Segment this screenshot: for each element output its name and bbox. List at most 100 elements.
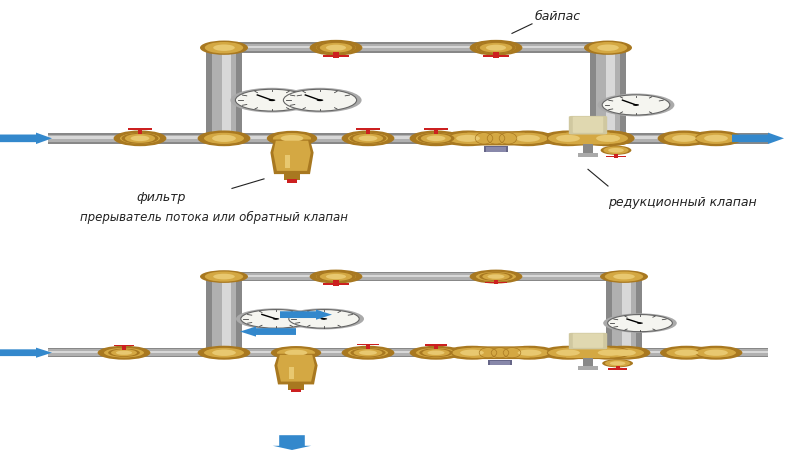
Circle shape — [582, 130, 634, 146]
Circle shape — [608, 148, 624, 153]
Bar — [334, 280, 338, 286]
Circle shape — [213, 45, 235, 51]
Circle shape — [589, 347, 630, 358]
Circle shape — [547, 132, 589, 144]
Bar — [490, 361, 510, 365]
Bar — [212, 277, 236, 353]
Circle shape — [324, 274, 348, 280]
Circle shape — [470, 270, 522, 284]
Circle shape — [112, 350, 136, 356]
FancyBboxPatch shape — [562, 346, 614, 359]
Bar — [366, 129, 370, 134]
Circle shape — [605, 271, 643, 282]
Bar — [224, 45, 608, 48]
Circle shape — [320, 43, 352, 53]
Circle shape — [470, 40, 522, 55]
Circle shape — [601, 146, 631, 155]
Circle shape — [426, 135, 446, 141]
Circle shape — [605, 348, 643, 358]
Circle shape — [658, 130, 710, 146]
FancyBboxPatch shape — [466, 133, 526, 144]
Circle shape — [200, 40, 248, 55]
FancyBboxPatch shape — [569, 333, 607, 349]
Circle shape — [589, 42, 627, 54]
Circle shape — [205, 271, 243, 282]
Circle shape — [410, 130, 462, 146]
Bar — [583, 144, 593, 154]
Circle shape — [342, 346, 394, 360]
Circle shape — [198, 346, 250, 360]
Circle shape — [666, 347, 707, 358]
Circle shape — [356, 135, 380, 142]
Circle shape — [326, 45, 346, 51]
Bar — [212, 48, 236, 138]
Bar — [285, 155, 290, 168]
Bar — [334, 52, 338, 58]
Circle shape — [354, 349, 382, 356]
Circle shape — [418, 133, 454, 144]
Bar — [424, 128, 448, 130]
Bar — [606, 48, 615, 138]
Circle shape — [359, 351, 377, 355]
Circle shape — [203, 347, 245, 358]
Bar — [224, 274, 624, 277]
Circle shape — [542, 346, 594, 360]
Circle shape — [447, 132, 489, 144]
FancyBboxPatch shape — [569, 116, 607, 135]
Circle shape — [422, 349, 450, 356]
Circle shape — [347, 347, 389, 358]
Text: редукционный клапан: редукционный клапан — [608, 196, 757, 208]
Circle shape — [608, 315, 672, 332]
Circle shape — [482, 273, 510, 280]
Circle shape — [690, 130, 742, 146]
Circle shape — [212, 350, 236, 356]
Circle shape — [479, 272, 513, 281]
Bar — [284, 174, 300, 180]
Circle shape — [353, 134, 383, 143]
Bar — [486, 282, 506, 284]
Circle shape — [415, 132, 457, 144]
Circle shape — [289, 310, 359, 328]
Circle shape — [587, 132, 629, 144]
Polygon shape — [274, 354, 318, 384]
Bar — [291, 389, 301, 392]
Circle shape — [205, 348, 243, 358]
Circle shape — [486, 45, 506, 51]
Circle shape — [283, 89, 357, 111]
Polygon shape — [270, 140, 314, 174]
Circle shape — [596, 135, 620, 142]
Circle shape — [507, 132, 549, 144]
Circle shape — [424, 350, 448, 356]
Circle shape — [583, 346, 636, 360]
Circle shape — [484, 44, 508, 51]
Circle shape — [704, 135, 728, 142]
Bar — [48, 136, 768, 139]
Circle shape — [356, 350, 380, 356]
Circle shape — [114, 130, 166, 146]
Bar — [590, 48, 626, 138]
FancyArrow shape — [0, 133, 52, 144]
Bar — [578, 366, 598, 369]
Circle shape — [475, 271, 517, 282]
Circle shape — [235, 89, 309, 111]
Circle shape — [321, 318, 327, 320]
Circle shape — [695, 132, 737, 144]
Circle shape — [598, 94, 674, 117]
Circle shape — [281, 135, 303, 142]
Circle shape — [350, 348, 386, 357]
Circle shape — [597, 45, 619, 51]
Circle shape — [200, 270, 248, 283]
Circle shape — [610, 361, 626, 365]
Circle shape — [108, 348, 140, 357]
Bar — [138, 129, 142, 134]
Circle shape — [213, 274, 235, 279]
Circle shape — [276, 347, 316, 358]
Circle shape — [326, 274, 346, 279]
Circle shape — [213, 135, 235, 142]
Circle shape — [584, 40, 632, 55]
Circle shape — [596, 135, 620, 142]
FancyBboxPatch shape — [466, 346, 534, 359]
Circle shape — [236, 308, 316, 329]
Circle shape — [310, 270, 362, 284]
Circle shape — [584, 131, 632, 145]
